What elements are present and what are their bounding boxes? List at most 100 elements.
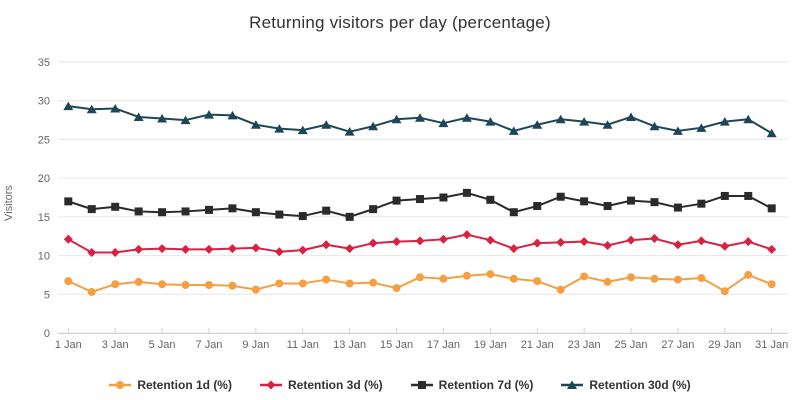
data-point-retention-7d[interactable] [322,206,331,215]
data-point-retention-1d[interactable] [345,279,354,288]
data-point-retention-3d[interactable] [532,238,542,248]
data-point-retention-3d[interactable] [134,244,144,254]
data-point-retention-30d[interactable] [344,127,355,136]
data-point-retention-3d[interactable] [392,237,402,247]
data-point-retention-30d[interactable] [250,120,261,129]
data-point-retention-1d[interactable] [439,274,448,283]
data-point-retention-3d[interactable] [204,244,214,254]
data-point-retention-7d[interactable] [134,207,143,216]
data-point-retention-30d[interactable] [719,117,730,126]
data-point-retention-30d[interactable] [532,120,543,129]
data-point-retention-7d[interactable] [392,196,401,205]
data-point-retention-1d[interactable] [64,277,73,286]
data-point-retention-7d[interactable] [580,197,589,206]
data-point-retention-3d[interactable] [368,238,378,248]
data-point-retention-30d[interactable] [438,118,449,128]
data-point-retention-3d[interactable] [485,235,495,245]
data-point-retention-3d[interactable] [556,237,566,247]
data-point-retention-3d[interactable] [462,230,472,240]
data-point-retention-30d[interactable] [649,121,660,131]
data-point-retention-30d[interactable] [63,101,74,111]
data-point-retention-3d[interactable] [626,235,636,245]
data-point-retention-7d[interactable] [298,212,307,221]
data-point-retention-7d[interactable] [64,197,73,206]
data-point-retention-1d[interactable] [369,278,378,287]
data-point-retention-1d[interactable] [251,285,260,294]
data-point-retention-30d[interactable] [602,120,613,129]
data-point-retention-30d[interactable] [766,128,777,138]
data-point-retention-30d[interactable] [110,103,121,113]
legend-item-retention-30d[interactable]: Retention 30d (%) [561,378,691,392]
data-point-retention-30d[interactable] [227,110,238,120]
data-point-retention-7d[interactable] [556,192,565,201]
data-point-retention-1d[interactable] [744,270,753,279]
data-point-retention-1d[interactable] [486,270,495,279]
data-point-retention-3d[interactable] [438,234,448,244]
data-point-retention-3d[interactable] [603,241,613,251]
data-point-retention-1d[interactable] [533,277,542,286]
data-point-retention-7d[interactable] [462,188,471,197]
legend-item-retention-3d[interactable]: Retention 3d (%) [259,378,383,392]
data-point-retention-7d[interactable] [720,191,729,200]
data-point-retention-7d[interactable] [204,205,213,214]
data-point-retention-3d[interactable] [274,247,284,257]
data-point-retention-3d[interactable] [110,247,120,257]
data-point-retention-3d[interactable] [298,245,308,255]
data-point-retention-7d[interactable] [486,195,495,204]
data-point-retention-30d[interactable] [297,125,308,135]
data-point-retention-7d[interactable] [275,210,284,219]
data-point-retention-3d[interactable] [696,236,706,246]
data-point-retention-1d[interactable] [392,284,401,293]
data-point-retention-7d[interactable] [603,202,612,211]
data-point-retention-30d[interactable] [696,123,707,132]
data-point-retention-7d[interactable] [650,198,659,207]
data-point-retention-7d[interactable] [439,193,448,202]
legend-item-retention-1d[interactable]: Retention 1d (%) [109,378,232,392]
data-point-retention-7d[interactable] [158,208,167,217]
data-point-retention-30d[interactable] [579,117,590,126]
data-point-retention-30d[interactable] [86,104,97,114]
data-point-retention-30d[interactable] [743,114,754,124]
data-point-retention-30d[interactable] [203,110,214,119]
data-point-retention-1d[interactable] [275,279,284,288]
data-point-retention-7d[interactable] [509,208,518,217]
data-point-retention-7d[interactable] [87,205,96,214]
data-point-retention-3d[interactable] [649,234,659,244]
data-point-retention-30d[interactable] [391,114,402,124]
data-point-retention-1d[interactable] [767,280,776,289]
data-point-retention-30d[interactable] [180,115,191,125]
data-point-retention-3d[interactable] [509,244,519,254]
data-point-retention-1d[interactable] [322,275,331,284]
data-point-retention-1d[interactable] [228,281,237,290]
data-point-retention-3d[interactable] [767,244,777,254]
data-point-retention-7d[interactable] [627,196,636,205]
data-point-retention-30d[interactable] [672,126,683,135]
data-point-retention-3d[interactable] [579,237,589,247]
data-point-retention-30d[interactable] [461,113,472,122]
data-point-retention-7d[interactable] [416,195,424,204]
data-point-retention-30d[interactable] [368,121,379,131]
data-point-retention-3d[interactable] [415,236,425,246]
data-point-retention-30d[interactable] [415,113,425,122]
data-point-retention-1d[interactable] [462,271,471,280]
data-point-retention-30d[interactable] [274,124,285,133]
data-point-retention-1d[interactable] [697,274,706,283]
data-point-retention-1d[interactable] [509,274,518,283]
data-point-retention-7d[interactable] [251,208,260,217]
data-point-retention-7d[interactable] [181,207,190,216]
data-point-retention-30d[interactable] [157,114,168,123]
data-point-retention-7d[interactable] [369,205,378,214]
data-point-retention-30d[interactable] [321,120,332,129]
data-point-retention-7d[interactable] [228,204,237,213]
data-point-retention-3d[interactable] [720,241,730,251]
data-point-retention-7d[interactable] [744,191,753,200]
data-point-retention-30d[interactable] [626,112,637,121]
data-point-retention-3d[interactable] [673,240,683,250]
data-point-retention-3d[interactable] [321,240,331,250]
data-point-retention-3d[interactable] [157,244,167,254]
data-point-retention-3d[interactable] [251,243,261,253]
data-point-retention-1d[interactable] [158,280,167,289]
data-point-retention-3d[interactable] [743,237,753,247]
data-point-retention-1d[interactable] [298,279,307,288]
data-point-retention-7d[interactable] [533,202,542,211]
